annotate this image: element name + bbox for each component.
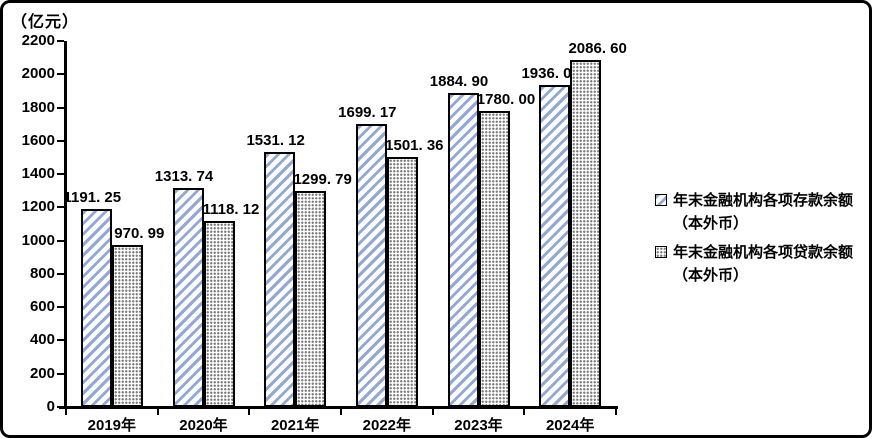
x-tick	[523, 408, 526, 415]
y-tick-label: 2000	[21, 65, 55, 83]
legend-item-loans: 年末金融机构各项贷款余额 （本外币）	[655, 241, 869, 287]
legend-item-deposits: 年末金融机构各项存款余额 （本外币）	[655, 189, 869, 235]
bar-loan-2024年	[570, 59, 602, 407]
y-tick-label: 1400	[21, 165, 55, 183]
x-axis-label-2024年: 2024年	[545, 417, 595, 434]
y-tick-label: 1600	[21, 131, 55, 149]
y-tick-label: 400	[29, 331, 55, 349]
bar-value-label: 1936. 00	[521, 64, 580, 82]
y-tick-label: 1000	[21, 231, 55, 249]
y-tick	[57, 40, 64, 42]
y-tick	[57, 139, 64, 142]
y-tick-label: 2200	[21, 32, 55, 49]
x-tick	[156, 408, 159, 415]
y-axis-line	[64, 41, 67, 409]
bar-deposit-2024年	[539, 84, 571, 407]
bar-value-label: 1118. 12	[202, 200, 260, 218]
bar-value-label: 1501. 36	[385, 137, 444, 155]
legend: 年末金融机构各项存款余额 （本外币） 年末金融机构各项贷款余额 （本外币）	[655, 189, 869, 293]
x-axis-line	[59, 406, 618, 409]
bar-deposit-2023年	[447, 93, 479, 407]
plot-area: 2200 2000 1800 1600 1400 1200 1000 800 600 400 200…	[3, 3, 869, 435]
y-tick-label: 200	[29, 364, 55, 382]
legend-label-loans: 年末金融机构各项贷款余额 （本外币）	[673, 241, 853, 287]
bar-value-label: 1780. 00	[476, 90, 536, 108]
bar-loan-2022年	[386, 157, 418, 407]
legend-label-line: （本外币）	[673, 267, 749, 284]
y-axis-unit-label: （亿元）	[11, 14, 80, 31]
bar-loan-2019年	[111, 245, 143, 407]
y-tick	[57, 406, 64, 408]
bar-loan-2023年	[478, 110, 510, 407]
x-tick	[340, 408, 342, 415]
bar-value-label: 1884. 90	[429, 73, 489, 91]
bar-value-label: 1313. 74	[154, 168, 214, 186]
x-axis-label-2019年: 2019年	[87, 417, 137, 434]
bar-value-label: 970. 99	[114, 225, 165, 243]
bar-loan-2021年	[295, 190, 327, 407]
legend-label-line: （本外币）	[673, 215, 749, 232]
y-tick	[57, 206, 64, 209]
y-tick	[57, 239, 64, 242]
bar-deposit-2020年	[172, 188, 204, 407]
y-tick	[57, 173, 64, 176]
x-tick	[248, 408, 251, 415]
y-tick-label: 800	[29, 264, 55, 282]
y-tick	[57, 272, 64, 275]
y-tick-label: 600	[29, 298, 55, 316]
bar-value-label: 2086. 60	[568, 39, 627, 57]
y-tick-label: 1200	[21, 198, 55, 216]
bar-deposit-2022年	[355, 124, 387, 407]
legend-label-line: 年末金融机构各项贷款余额	[673, 244, 854, 261]
bar-loan-2020年	[203, 220, 235, 407]
y-tick	[57, 306, 64, 309]
legend-swatch-dots	[655, 246, 667, 258]
x-tick	[431, 408, 434, 415]
x-tick	[615, 408, 617, 415]
bar-value-label: 1531. 12	[246, 132, 305, 150]
x-axis-label-2021年: 2021年	[270, 417, 320, 434]
legend-swatch-stripes	[655, 194, 667, 206]
legend-label-line: 年末金融机构各项存款余额	[673, 192, 854, 209]
y-tick	[57, 106, 64, 109]
x-axis-label-2022年: 2022年	[362, 417, 412, 434]
y-tick-label: 1800	[21, 98, 55, 116]
bar-value-label: 1699. 17	[338, 104, 397, 122]
y-tick	[57, 339, 64, 342]
y-tick	[57, 372, 64, 375]
bar-value-label: 1191. 25	[63, 188, 122, 206]
legend-label-deposits: 年末金融机构各项存款余额 （本外币）	[673, 189, 853, 235]
x-axis-label-2023年: 2023年	[454, 417, 503, 434]
y-tick-label: 0	[46, 398, 55, 415]
x-tick	[65, 408, 67, 415]
bar-deposit-2021年	[264, 152, 296, 407]
x-axis-label-2020年: 2020年	[179, 417, 228, 434]
y-tick	[57, 73, 64, 76]
bar-deposit-2019年	[80, 208, 112, 407]
bar-value-label: 1299. 79	[293, 170, 352, 188]
